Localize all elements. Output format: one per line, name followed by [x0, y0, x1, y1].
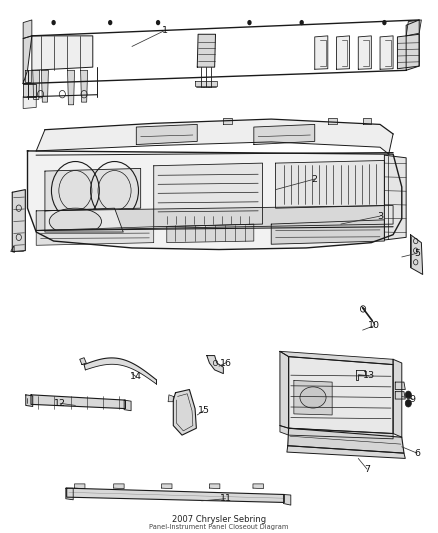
Polygon shape	[33, 70, 40, 100]
Polygon shape	[66, 488, 73, 500]
Circle shape	[51, 20, 56, 25]
Polygon shape	[397, 34, 419, 69]
Polygon shape	[31, 395, 125, 409]
Polygon shape	[280, 351, 289, 428]
Polygon shape	[294, 381, 332, 415]
Polygon shape	[23, 36, 32, 84]
Polygon shape	[25, 70, 31, 82]
Polygon shape	[336, 36, 350, 69]
Text: 2: 2	[312, 174, 318, 183]
Text: 9: 9	[410, 394, 416, 403]
Polygon shape	[162, 484, 172, 489]
Polygon shape	[84, 358, 156, 384]
Polygon shape	[23, 84, 36, 97]
Polygon shape	[67, 70, 74, 105]
Polygon shape	[280, 425, 393, 439]
Ellipse shape	[49, 208, 102, 235]
Polygon shape	[23, 20, 32, 38]
Circle shape	[108, 20, 113, 25]
Polygon shape	[26, 395, 33, 407]
Polygon shape	[36, 206, 393, 230]
Text: 10: 10	[367, 321, 379, 330]
Polygon shape	[42, 70, 48, 102]
Text: 2007 Chrysler Sebring: 2007 Chrysler Sebring	[172, 515, 266, 524]
Text: 1: 1	[162, 26, 168, 35]
Polygon shape	[223, 118, 232, 124]
Polygon shape	[36, 227, 154, 245]
Text: 15: 15	[198, 406, 210, 415]
Polygon shape	[67, 488, 284, 503]
Text: 12: 12	[54, 399, 66, 408]
Polygon shape	[395, 382, 405, 390]
Circle shape	[300, 20, 304, 25]
Text: Panel-Instrument Panel Closeout Diagram: Panel-Instrument Panel Closeout Diagram	[149, 524, 289, 530]
Polygon shape	[12, 190, 25, 252]
Polygon shape	[358, 36, 371, 69]
Polygon shape	[287, 446, 405, 458]
Polygon shape	[288, 428, 404, 453]
Polygon shape	[393, 359, 402, 437]
Text: 3: 3	[377, 212, 383, 221]
Polygon shape	[254, 124, 315, 144]
Polygon shape	[80, 358, 86, 365]
Polygon shape	[380, 36, 393, 69]
Polygon shape	[253, 484, 263, 489]
Polygon shape	[271, 220, 385, 244]
Polygon shape	[136, 124, 197, 144]
Polygon shape	[356, 370, 365, 381]
Polygon shape	[276, 160, 385, 208]
Polygon shape	[410, 235, 423, 274]
Polygon shape	[36, 119, 393, 154]
Circle shape	[247, 20, 252, 25]
Polygon shape	[81, 70, 88, 102]
Polygon shape	[124, 400, 131, 411]
Polygon shape	[195, 81, 217, 86]
Circle shape	[405, 391, 411, 399]
Circle shape	[156, 20, 160, 25]
Circle shape	[405, 400, 411, 407]
Polygon shape	[289, 357, 393, 433]
Polygon shape	[406, 20, 419, 70]
Text: 14: 14	[131, 372, 142, 381]
Polygon shape	[23, 97, 36, 109]
Polygon shape	[45, 208, 123, 232]
Polygon shape	[32, 36, 93, 70]
Text: 11: 11	[219, 494, 232, 503]
Text: 16: 16	[219, 359, 232, 367]
Polygon shape	[167, 224, 254, 243]
Polygon shape	[363, 118, 371, 124]
Polygon shape	[280, 351, 393, 365]
Polygon shape	[406, 20, 421, 36]
Text: 6: 6	[414, 449, 420, 458]
Polygon shape	[114, 484, 124, 489]
Polygon shape	[197, 34, 215, 67]
Text: 4: 4	[9, 246, 15, 255]
Polygon shape	[74, 484, 85, 489]
Polygon shape	[315, 36, 328, 69]
Polygon shape	[283, 495, 291, 505]
Text: 5: 5	[414, 249, 420, 258]
Circle shape	[382, 20, 387, 25]
Polygon shape	[207, 356, 223, 374]
Polygon shape	[45, 168, 141, 211]
Polygon shape	[154, 163, 262, 227]
Ellipse shape	[300, 387, 326, 408]
Polygon shape	[28, 151, 402, 249]
Polygon shape	[328, 118, 336, 124]
Text: 13: 13	[363, 371, 375, 380]
Polygon shape	[173, 390, 196, 435]
Polygon shape	[168, 395, 173, 402]
Polygon shape	[395, 392, 405, 399]
Polygon shape	[209, 484, 220, 489]
Polygon shape	[385, 155, 406, 240]
Text: 7: 7	[364, 465, 370, 473]
